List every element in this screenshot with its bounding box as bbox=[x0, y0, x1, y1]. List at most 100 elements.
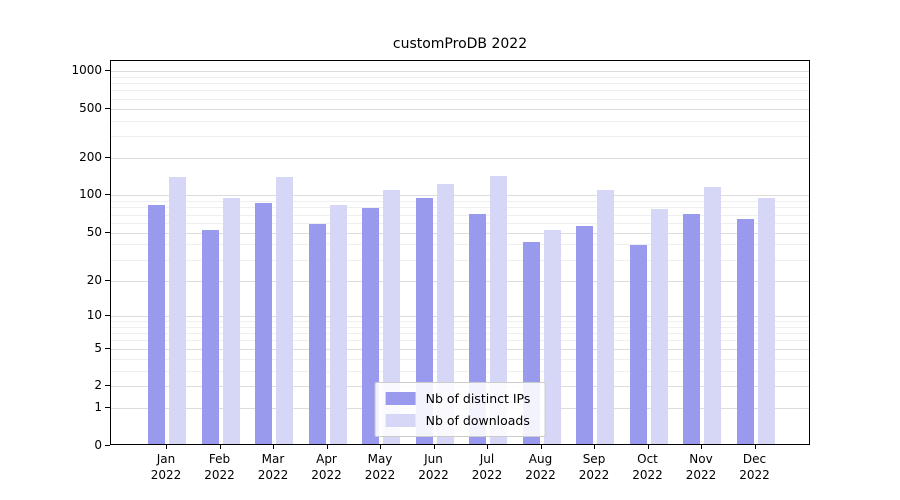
x-tick-label-jul: Jul 2022 bbox=[471, 452, 503, 482]
gridline-y-5 bbox=[111, 348, 809, 350]
y-tick-mark-100 bbox=[105, 194, 110, 196]
gridline-y-7 bbox=[111, 333, 809, 335]
y-tick-label-1: 1 bbox=[94, 400, 102, 415]
gridline-y-100 bbox=[111, 195, 809, 197]
y-tick-label-20: 20 bbox=[86, 272, 102, 287]
bar-nb-of-distinct-ips bbox=[308, 223, 326, 444]
gridline-y-80 bbox=[111, 207, 809, 209]
x-tick-mark-jun bbox=[433, 445, 435, 449]
x-tick-label-aug: Aug 2022 bbox=[525, 452, 556, 482]
gridline-y-1000 bbox=[111, 70, 809, 72]
legend-swatch-distinct-ips bbox=[385, 392, 416, 405]
gridline-y-300 bbox=[111, 136, 809, 138]
x-tick-mark-nov bbox=[701, 445, 702, 449]
bar-nb-of-distinct-ips bbox=[255, 202, 272, 444]
bar-nb-of-downloads bbox=[329, 205, 347, 444]
bar-nb-of-distinct-ips bbox=[629, 245, 647, 444]
bar-nb-of-distinct-ips bbox=[683, 214, 700, 444]
bar-nb-of-downloads bbox=[222, 197, 240, 444]
bar-nb-of-distinct-ips bbox=[576, 226, 593, 444]
y-tick-label-5: 5 bbox=[94, 340, 102, 355]
legend-item-downloads: Nb of downloads bbox=[385, 413, 531, 428]
bar-nb-of-downloads bbox=[650, 208, 668, 444]
gridline-y-500 bbox=[111, 108, 809, 110]
gridline-y-900 bbox=[111, 76, 809, 78]
x-tick-mark-jan bbox=[166, 445, 167, 449]
x-tick-label-jan: Jan 2022 bbox=[150, 452, 182, 482]
x-tick-mark-dec bbox=[754, 445, 756, 449]
y-tick-label-200: 200 bbox=[79, 150, 102, 165]
chart-title: customProDB 2022 bbox=[392, 36, 528, 52]
x-tick-label-apr: Apr 2022 bbox=[311, 452, 342, 482]
y-tick-mark-10 bbox=[105, 314, 110, 316]
x-tick-mark-feb bbox=[219, 445, 221, 449]
gridline-y-90 bbox=[111, 201, 809, 203]
bar-nb-of-downloads bbox=[543, 229, 561, 444]
gridline-y-50 bbox=[111, 232, 809, 234]
x-tick-mark-jul bbox=[487, 445, 488, 449]
y-tick-label-0: 0 bbox=[94, 438, 102, 452]
x-tick-mark-may bbox=[380, 445, 381, 449]
x-tick-mark-oct bbox=[647, 445, 649, 449]
y-tick-label-50: 50 bbox=[86, 224, 102, 239]
bar-nb-of-distinct-ips bbox=[201, 229, 219, 444]
gridline-y-20 bbox=[111, 280, 809, 282]
x-tick-label-feb: Feb 2022 bbox=[204, 452, 235, 482]
x-tick-label-nov: Nov 2022 bbox=[685, 452, 717, 482]
bar-nb-of-downloads bbox=[436, 183, 454, 444]
x-tick-mark-sep bbox=[594, 445, 595, 449]
gridline-y-30 bbox=[111, 259, 809, 261]
gridline-y-400 bbox=[111, 120, 809, 122]
gridline-y-70 bbox=[111, 214, 809, 216]
y-tick-label-1000: 1000 bbox=[71, 62, 102, 77]
y-tick-mark-2 bbox=[105, 385, 110, 387]
x-tick-label-mar: Mar 2022 bbox=[257, 452, 289, 482]
y-tick-mark-200 bbox=[105, 157, 110, 159]
x-tick-label-oct: Oct 2022 bbox=[632, 452, 663, 482]
bar-nb-of-downloads bbox=[383, 190, 400, 444]
bar-nb-of-downloads bbox=[597, 190, 614, 444]
y-tick-label-2: 2 bbox=[94, 378, 102, 393]
gridline-y-600 bbox=[111, 98, 809, 100]
x-tick-mark-mar bbox=[273, 445, 274, 449]
gridline-y-4 bbox=[111, 358, 809, 360]
bar-nb-of-downloads bbox=[704, 186, 721, 444]
legend-label-distinct-ips: Nb of distinct IPs bbox=[425, 391, 531, 406]
x-tick-label-sep: Sep 2022 bbox=[578, 452, 610, 482]
gridline-y-3 bbox=[111, 370, 809, 372]
bar-nb-of-downloads bbox=[169, 177, 186, 444]
y-tick-mark-50 bbox=[105, 231, 110, 233]
gridline-y-800 bbox=[111, 83, 809, 84]
legend-item-distinct-ips: Nb of distinct IPs bbox=[385, 391, 531, 406]
x-tick-mark-apr bbox=[326, 445, 328, 449]
gridline-y-700 bbox=[111, 90, 809, 92]
gridline-y-8 bbox=[111, 326, 809, 328]
gridline-y-40 bbox=[111, 244, 809, 246]
y-tick-mark-0 bbox=[105, 445, 110, 446]
x-tick-mark-aug bbox=[540, 445, 542, 449]
bar-nb-of-distinct-ips bbox=[148, 205, 165, 444]
gridline-y-200 bbox=[111, 158, 809, 160]
gridline-y-10 bbox=[111, 315, 809, 317]
x-tick-label-dec: Dec 2022 bbox=[739, 452, 770, 482]
y-tick-label-10: 10 bbox=[86, 307, 102, 322]
plot-area: Nb of distinct IPs Nb of downloads bbox=[110, 60, 810, 445]
bar-nb-of-distinct-ips bbox=[736, 219, 754, 444]
legend: Nb of distinct IPs Nb of downloads bbox=[374, 382, 546, 437]
y-tick-mark-500 bbox=[105, 107, 110, 109]
gridline-y-9 bbox=[111, 321, 809, 322]
bar-nb-of-downloads bbox=[490, 176, 507, 444]
x-tick-label-may: May 2022 bbox=[364, 452, 396, 482]
y-tick-label-100: 100 bbox=[79, 187, 102, 202]
bar-nb-of-downloads bbox=[276, 176, 293, 444]
x-tick-label-jun: Jun 2022 bbox=[418, 452, 449, 482]
legend-swatch-downloads bbox=[385, 414, 416, 427]
legend-label-downloads: Nb of downloads bbox=[425, 413, 530, 428]
y-tick-mark-1000 bbox=[105, 69, 110, 71]
y-tick-mark-5 bbox=[105, 347, 110, 349]
y-tick-mark-20 bbox=[105, 279, 110, 281]
bar-nb-of-downloads bbox=[757, 197, 775, 444]
gridline-y-60 bbox=[111, 222, 809, 224]
y-tick-mark-1 bbox=[105, 407, 110, 409]
